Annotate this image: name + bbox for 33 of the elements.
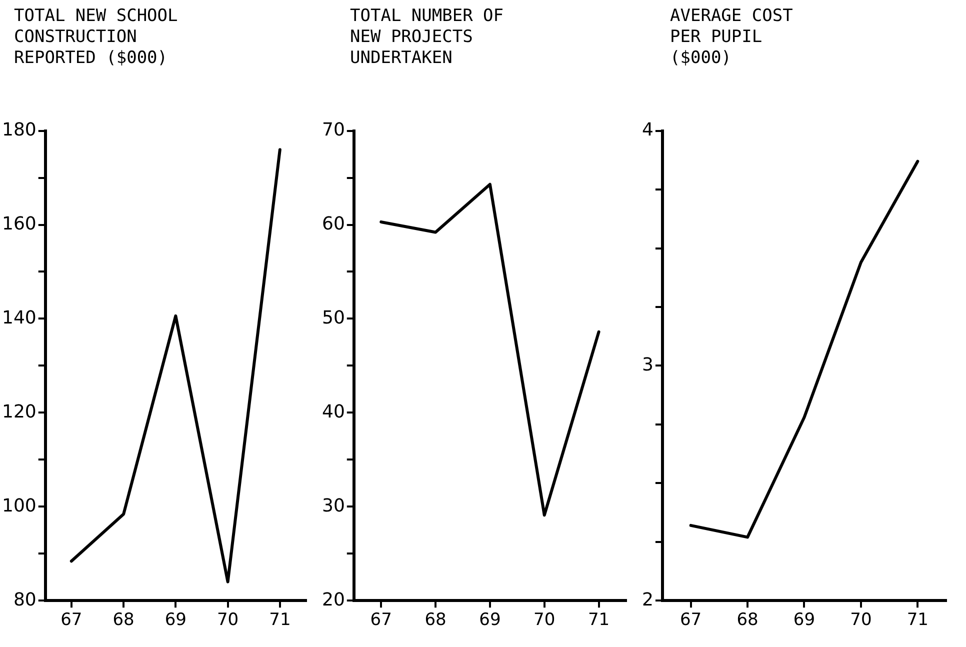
y-tick-label: 120	[2, 401, 36, 422]
y-tick-label: 60	[322, 213, 345, 234]
y-tick-label: 20	[322, 589, 345, 610]
chart-title: AVERAGE COST PER PUPIL ($000)	[670, 6, 793, 69]
x-tick-label: 69	[479, 610, 501, 630]
y-tick-label: 180	[2, 119, 36, 140]
x-tick-label: 71	[588, 610, 610, 630]
x-tick-label: 71	[269, 610, 291, 630]
x-tick-label: 70	[850, 610, 872, 630]
y-tick-label: 3	[642, 354, 654, 376]
y-tick-label: 40	[322, 401, 345, 422]
y-tick-label: 160	[2, 213, 36, 234]
y-tick-label: 80	[13, 589, 36, 610]
y-tick-label: 100	[2, 495, 36, 516]
x-tick-label: 70	[534, 610, 556, 630]
x-tick-label: 69	[164, 610, 186, 630]
chart-title: TOTAL NEW SCHOOL CONSTRUCTION REPORTED ($000)	[14, 6, 178, 69]
y-tick-label: 70	[322, 119, 345, 140]
y-tick-label: 140	[2, 307, 36, 328]
x-tick-label: 69	[793, 610, 816, 630]
x-tick-label: 68	[736, 610, 758, 630]
chart-title: TOTAL NUMBER OF NEW PROJECTS UNDERTAKEN	[350, 6, 504, 69]
x-tick-label: 71	[906, 610, 928, 630]
y-tick-label: 50	[322, 307, 345, 328]
x-tick-label: 67	[370, 610, 392, 630]
y-tick-label: 4	[642, 119, 654, 140]
y-tick-label: 2	[642, 589, 654, 610]
x-tick-label: 70	[216, 610, 239, 630]
y-tick-label: 30	[322, 495, 345, 516]
x-tick-label: 67	[60, 610, 82, 630]
x-tick-label: 67	[680, 610, 702, 630]
x-tick-label: 68	[424, 610, 446, 630]
x-tick-label: 68	[112, 610, 134, 630]
